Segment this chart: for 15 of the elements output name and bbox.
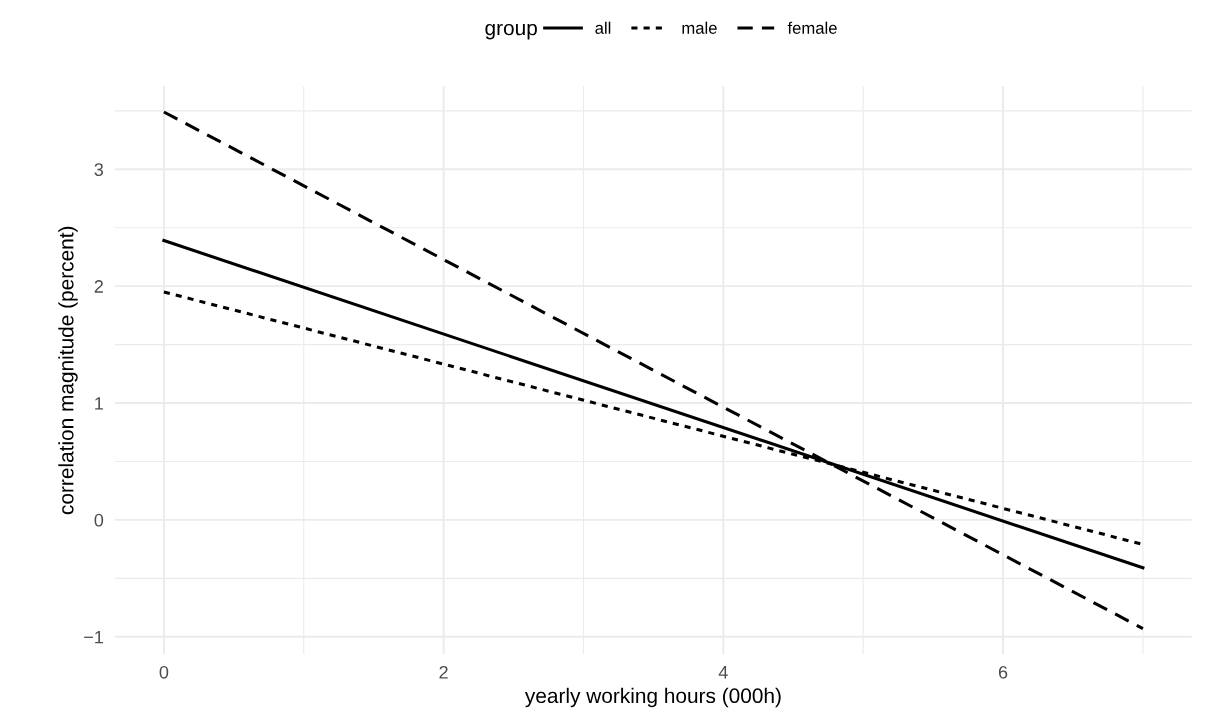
x-tick-label: 0: [159, 665, 169, 679]
legend-label: female: [787, 21, 837, 34]
legend-title: group: [485, 23, 537, 40]
x-tick-label: 6: [998, 665, 1008, 679]
x-tick-label: 4: [718, 666, 728, 679]
y-axis-title: correlation magnitude (percent): [58, 226, 78, 515]
x-tick-label: 2: [439, 665, 448, 679]
x-axis-title: yearly working hours (000h): [524, 687, 781, 708]
legend-label: male: [682, 21, 717, 34]
y-tick-label: 1: [95, 397, 103, 410]
y-tick-label: −1: [84, 630, 103, 644]
y-tick-label: 0: [94, 513, 104, 527]
y-tick-label: 2: [94, 280, 103, 293]
legend-label: all: [595, 21, 611, 34]
y-tick-label: 3: [94, 163, 104, 176]
